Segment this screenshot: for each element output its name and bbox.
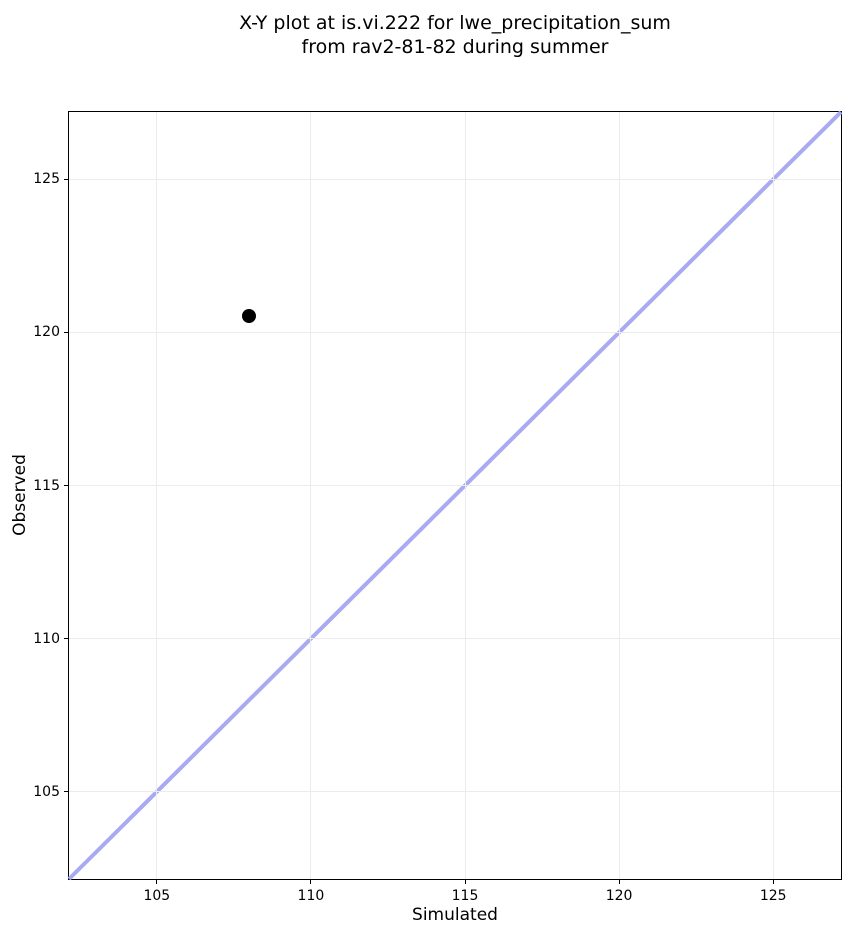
gridline-horizontal [69,791,841,793]
identity-line-path [67,110,843,881]
identity-line [67,110,843,881]
gridline-horizontal [69,485,841,487]
gridline-vertical [464,112,466,879]
gridline-vertical [772,112,774,879]
gridline-horizontal [69,331,841,333]
gridline-vertical [156,112,158,879]
x-tick-label: 110 [297,888,325,904]
x-axis-label: Simulated [412,905,498,925]
gridline-vertical [310,112,312,879]
y-tick-mark [64,638,69,640]
x-tick-label: 115 [451,888,479,904]
x-tick-label: 105 [143,888,171,904]
x-tick-label: 120 [605,888,633,904]
chart-title: X-Y plot at is.vi.222 for lwe_precipitat… [239,12,671,58]
y-tick-label: 120 [33,324,60,341]
x-tick-mark [310,879,312,884]
y-tick-mark [64,178,69,180]
y-tick-label: 115 [33,477,60,494]
gridline-horizontal [69,178,841,180]
y-tick-label: 125 [33,171,60,188]
plot-area: 105 110 115 120 125 105 110 115 120 125 [33,110,843,904]
gridline-horizontal [69,638,841,640]
gridline-vertical [618,112,620,879]
x-tick-mark [772,879,774,884]
y-tick-mark [64,485,69,487]
y-tick-label: 105 [33,783,60,800]
x-tick-label: 125 [759,888,787,904]
x-tick-mark [618,879,620,884]
y-axis-label: Observed [10,454,30,536]
x-tick-mark [156,879,158,884]
y-tick-label: 110 [33,630,60,647]
y-tick-mark [64,791,69,793]
data-point [242,308,257,323]
y-tick-mark [64,331,69,333]
x-tick-mark [464,879,466,884]
